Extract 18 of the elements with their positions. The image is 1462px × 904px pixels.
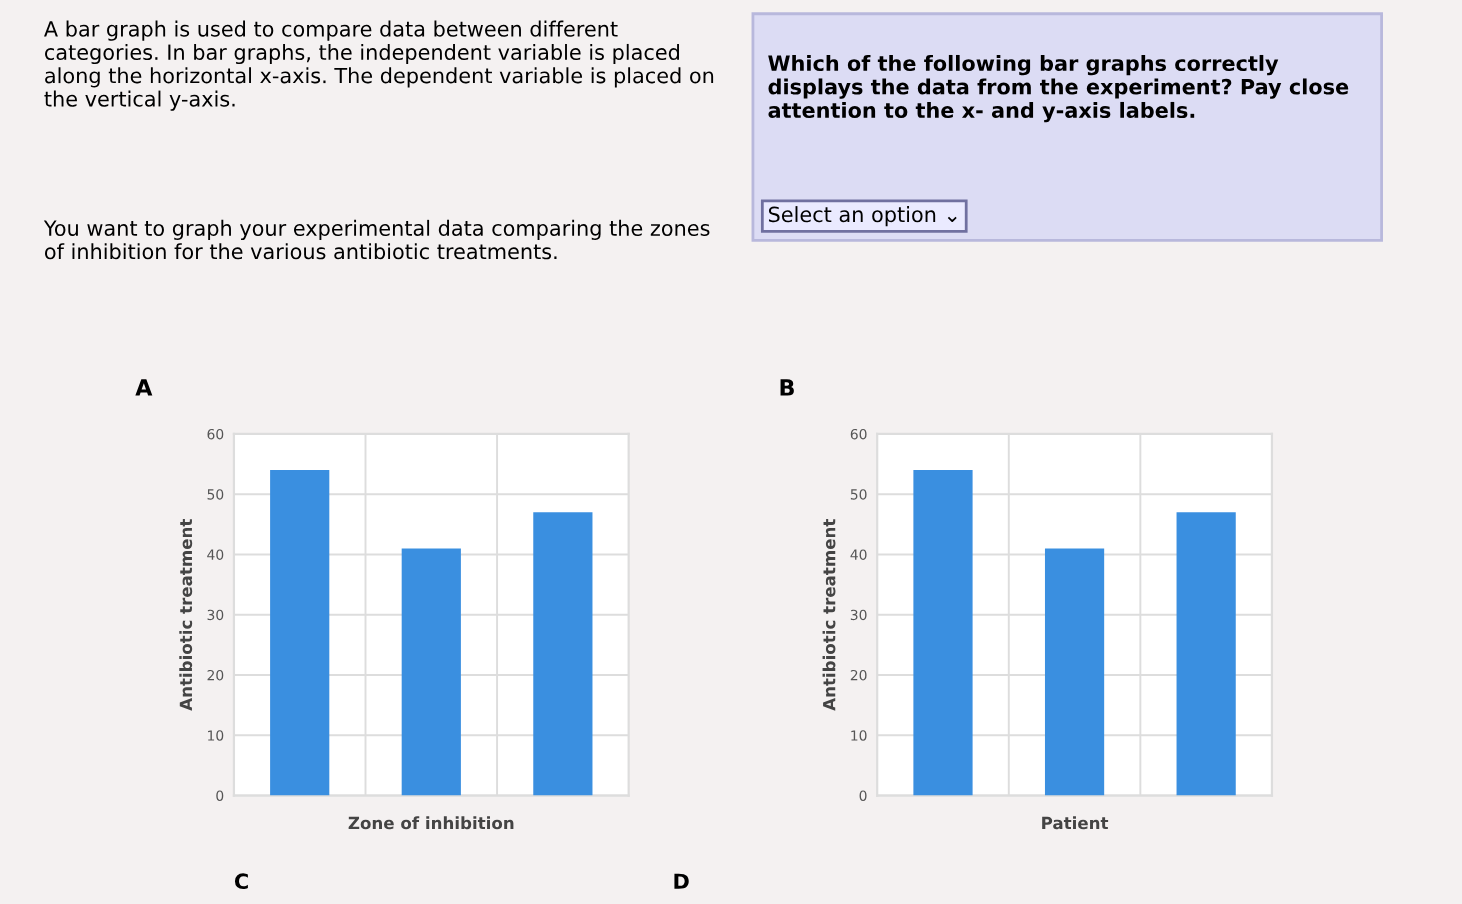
text: D xyxy=(674,873,689,889)
bar xyxy=(401,548,461,796)
bar xyxy=(913,470,973,796)
text: A bar graph is used to compare data between different categories. In bar graphs, the independent variable is placed along the horizontal x-axis. The dependent variable is placed on the vertical y-axis. xyxy=(44,20,714,111)
x-axis-title: Patient xyxy=(1042,816,1109,830)
chart-title: B xyxy=(780,379,794,396)
text: Which of the following bar graphs correctly displays the data from the experiment? Pay close attention to the x- and y-axis labels. xyxy=(768,54,1349,123)
text: Select an option ⌄ xyxy=(768,206,957,227)
y-axis-title: Antibiotic treatment xyxy=(179,519,193,711)
bar xyxy=(270,470,330,796)
x-axis-title: Zone of inhibition xyxy=(348,816,514,830)
bar xyxy=(533,512,593,796)
text: C xyxy=(234,873,248,890)
bar xyxy=(1176,512,1236,796)
y-axis-title: Antibiotic treatment xyxy=(822,519,836,711)
text: You want to graph your experimental data comparing the zones of inhibition for the various antibiotic treatments. xyxy=(43,219,710,260)
chart-title: A xyxy=(135,379,153,396)
bar xyxy=(1044,548,1105,796)
